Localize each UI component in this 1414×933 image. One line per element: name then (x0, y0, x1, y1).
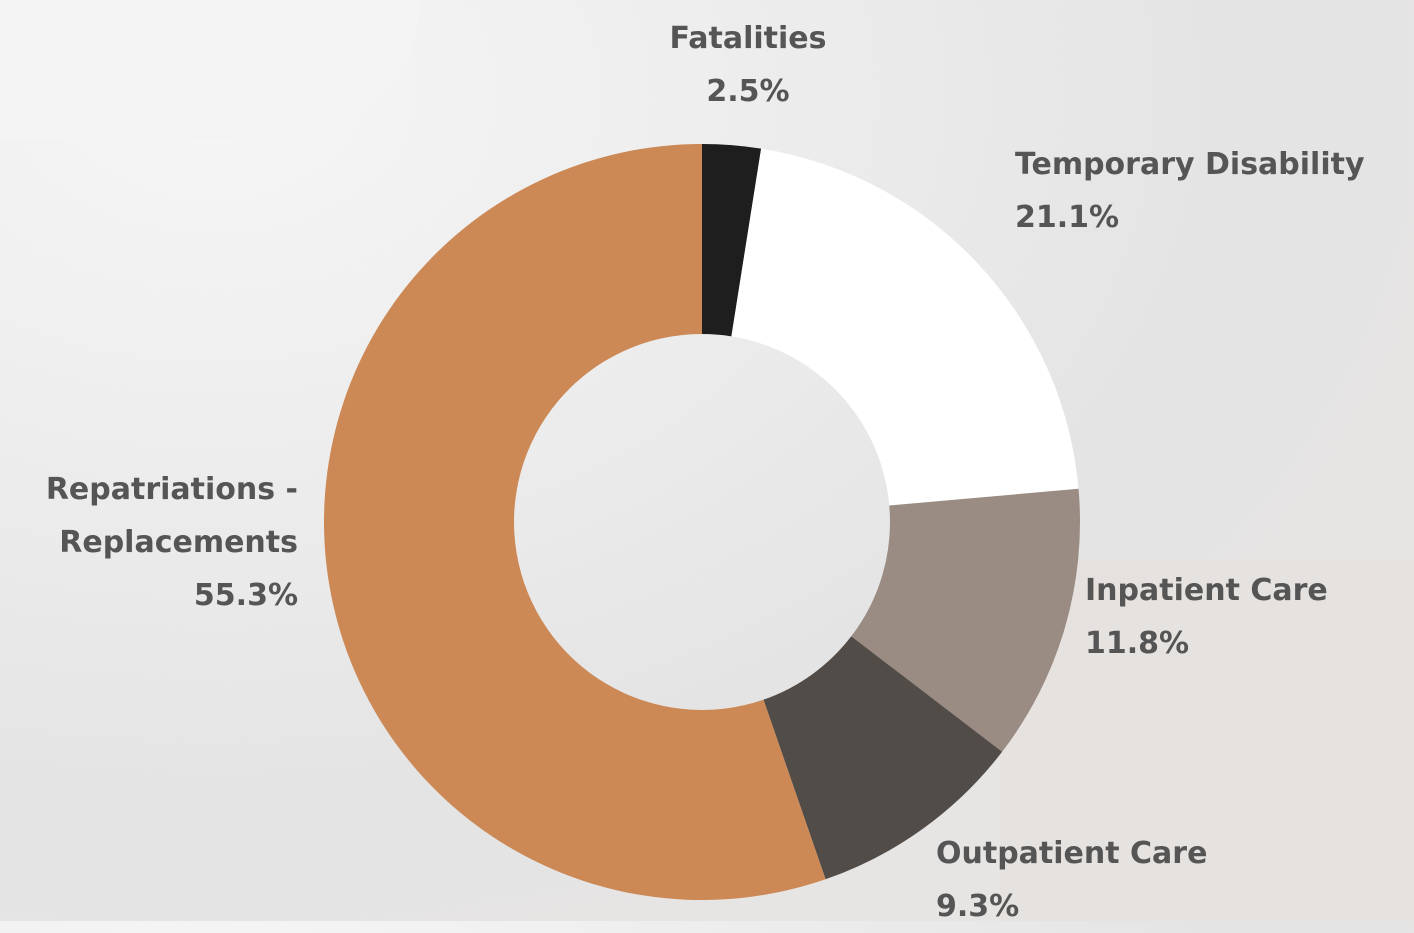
value-label: 21.1% (1015, 191, 1365, 244)
value-label: 55.3% (0, 569, 298, 622)
category-label: Temporary Disability (1015, 138, 1365, 191)
category-label: Inpatient Care (1085, 564, 1328, 617)
page: (() => { const data = JSON.parse(documen… (0, 0, 1414, 921)
category-label: Fatalities (548, 12, 948, 65)
value-label: 11.8% (1085, 617, 1328, 670)
value-label: 9.3% (936, 880, 1207, 933)
value-label: 2.5% (548, 65, 948, 118)
category-label: Outpatient Care (936, 827, 1207, 880)
category-label: Repatriations - Replacements (0, 463, 298, 569)
